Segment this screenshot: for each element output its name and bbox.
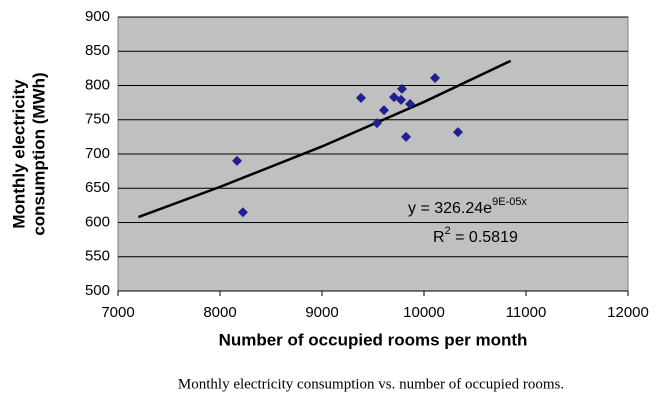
equation-exponent: 9E-05x (492, 196, 527, 208)
point (452, 127, 463, 138)
point (430, 72, 441, 83)
point (371, 118, 382, 129)
y-tick-label: 700 (85, 145, 110, 162)
point (396, 94, 407, 105)
r-squared: R2 = 0.5819 (433, 225, 518, 246)
point (379, 105, 390, 116)
y-tick-label: 850 (85, 42, 110, 59)
y-tick-label: 500 (85, 282, 110, 299)
x-tick-label: 12000 (607, 304, 649, 321)
point (405, 98, 416, 109)
point (401, 131, 412, 142)
y-tick-label: 600 (85, 213, 110, 230)
y-axis-title: Monthly electricity (9, 79, 28, 229)
trendline (137, 59, 512, 219)
trend-equation: y = 326.24e9E-05x (408, 196, 527, 217)
x-tick-label: 9000 (305, 304, 338, 321)
x-tick-label: 10000 (403, 304, 445, 321)
r-squared-sup: 2 (445, 225, 451, 237)
y-axis-title: consumption (MWh) (29, 72, 48, 235)
point (237, 207, 248, 218)
y-tick-label: 800 (85, 76, 110, 93)
y-tick-label: 550 (85, 248, 110, 265)
point (355, 92, 366, 103)
point (232, 155, 243, 166)
x-tick-label: 11000 (506, 304, 547, 321)
r-squared-value: = 0.5819 (451, 229, 518, 246)
x-tick-label: 7000 (101, 304, 134, 321)
y-tick-label: 900 (85, 8, 110, 25)
y-tick-label: 650 (85, 179, 110, 196)
r-squared-text: R (433, 229, 445, 246)
equation-text: y = 326.24e (408, 200, 492, 217)
point (396, 83, 407, 94)
x-axis-title: Number of occupied rooms per month (219, 330, 528, 349)
caption: Monthly electricity consumption vs. numb… (178, 376, 564, 392)
y-tick-label: 750 (85, 111, 110, 128)
x-tick-label: 8000 (203, 304, 236, 321)
